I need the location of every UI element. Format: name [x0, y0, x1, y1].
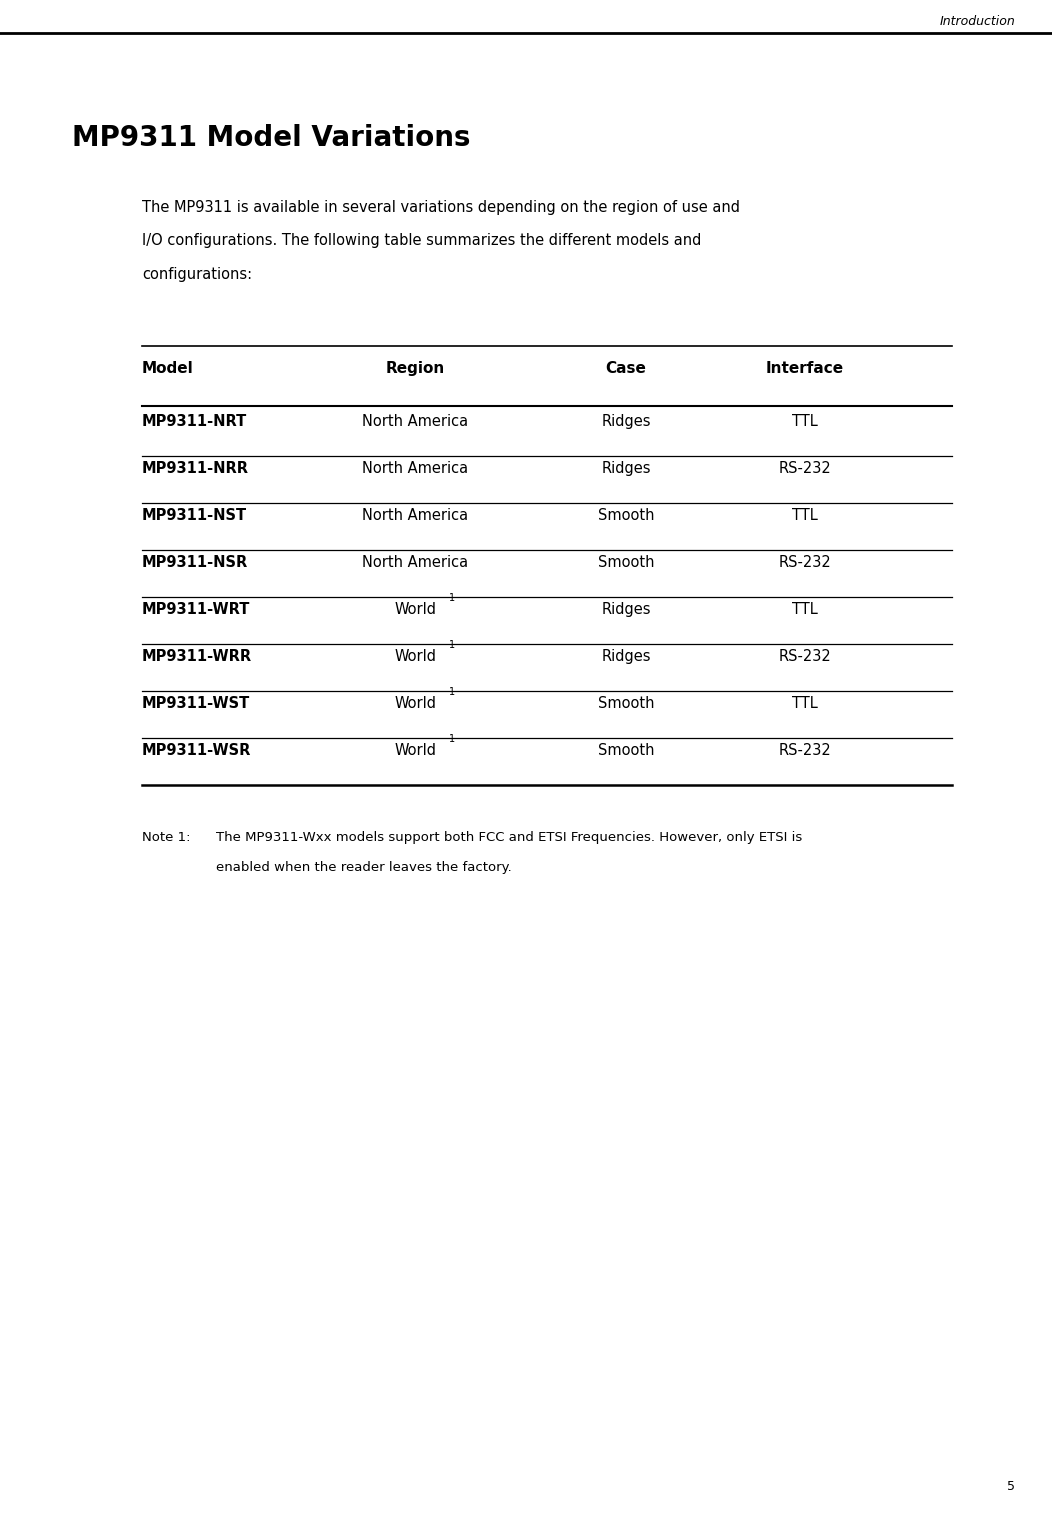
Text: Ridges: Ridges	[601, 649, 651, 664]
Text: Smooth: Smooth	[598, 555, 654, 570]
Text: RS-232: RS-232	[778, 743, 831, 758]
Text: World: World	[394, 649, 437, 664]
Text: Interface: Interface	[766, 361, 844, 376]
Text: Smooth: Smooth	[598, 743, 654, 758]
Text: Region: Region	[386, 361, 445, 376]
Text: Ridges: Ridges	[601, 414, 651, 429]
Text: TTL: TTL	[792, 414, 817, 429]
Text: World: World	[394, 602, 437, 617]
Text: 1: 1	[449, 640, 456, 650]
Text: RS-232: RS-232	[778, 555, 831, 570]
Text: Smooth: Smooth	[598, 508, 654, 523]
Text: Ridges: Ridges	[601, 461, 651, 476]
Text: Model: Model	[142, 361, 194, 376]
Text: 1: 1	[449, 593, 456, 603]
Text: 5: 5	[1007, 1480, 1015, 1493]
Text: RS-232: RS-232	[778, 649, 831, 664]
Text: MP9311-WST: MP9311-WST	[142, 696, 250, 711]
Text: MP9311-WRR: MP9311-WRR	[142, 649, 252, 664]
Text: MP9311 Model Variations: MP9311 Model Variations	[72, 124, 470, 152]
Text: RS-232: RS-232	[778, 461, 831, 476]
Text: Ridges: Ridges	[601, 602, 651, 617]
Text: North America: North America	[363, 508, 468, 523]
Text: Introduction: Introduction	[939, 15, 1015, 29]
Text: 1: 1	[449, 687, 456, 697]
Text: The MP9311 is available in several variations depending on the region of use and: The MP9311 is available in several varia…	[142, 200, 740, 215]
Text: MP9311-NSR: MP9311-NSR	[142, 555, 248, 570]
Text: World: World	[394, 743, 437, 758]
Text: Note 1:: Note 1:	[142, 831, 195, 844]
Text: North America: North America	[363, 461, 468, 476]
Text: MP9311-WRT: MP9311-WRT	[142, 602, 250, 617]
Text: Smooth: Smooth	[598, 696, 654, 711]
Text: World: World	[394, 696, 437, 711]
Text: MP9311-NST: MP9311-NST	[142, 508, 247, 523]
Text: MP9311-NRT: MP9311-NRT	[142, 414, 247, 429]
Text: MP9311-WSR: MP9311-WSR	[142, 743, 251, 758]
Text: I/O configurations. The following table summarizes the different models and: I/O configurations. The following table …	[142, 233, 702, 249]
Text: TTL: TTL	[792, 508, 817, 523]
Text: enabled when the reader leaves the factory.: enabled when the reader leaves the facto…	[216, 861, 511, 875]
Text: Case: Case	[606, 361, 646, 376]
Text: 1: 1	[449, 734, 456, 744]
Text: TTL: TTL	[792, 696, 817, 711]
Text: TTL: TTL	[792, 602, 817, 617]
Text: configurations:: configurations:	[142, 267, 252, 282]
Text: MP9311-NRR: MP9311-NRR	[142, 461, 249, 476]
Text: The MP9311-Wxx models support both FCC and ETSI Frequencies. However, only ETSI : The MP9311-Wxx models support both FCC a…	[216, 831, 802, 844]
Text: North America: North America	[363, 414, 468, 429]
Text: North America: North America	[363, 555, 468, 570]
